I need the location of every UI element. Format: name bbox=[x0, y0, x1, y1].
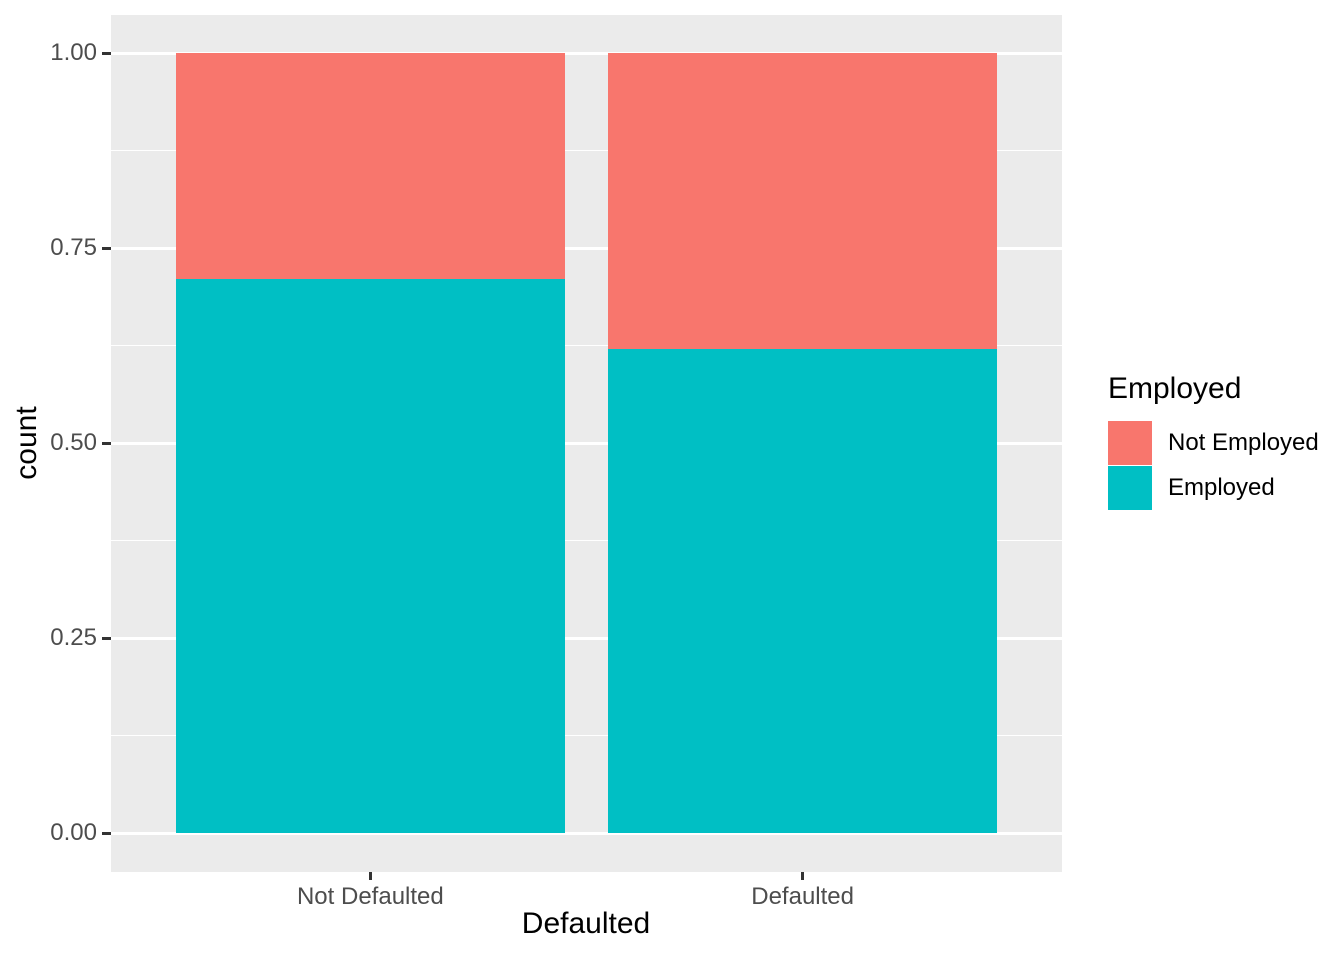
plot-panel bbox=[111, 15, 1062, 872]
bar-segment-not-defaulted-not-employed bbox=[175, 53, 565, 280]
legend-title: Employed bbox=[1108, 372, 1242, 405]
y-tick-label: 1.00 bbox=[50, 39, 97, 66]
legend-entry-label: Not Employed bbox=[1168, 429, 1319, 456]
gridline-major bbox=[111, 246, 1062, 250]
gridline-minor bbox=[111, 734, 1062, 737]
x-tick-label: Not Defaulted bbox=[296, 883, 444, 910]
gridline-minor bbox=[111, 344, 1062, 347]
y-tick-mark bbox=[102, 51, 111, 55]
x-tick-mark bbox=[368, 872, 372, 880]
legend: Employed Not Employed Employed bbox=[1108, 372, 1319, 511]
x-axis-title: Defaulted bbox=[521, 907, 651, 940]
x-tick-label: Defaulted bbox=[751, 883, 854, 910]
legend-entry-not-employed: Not Employed bbox=[1108, 421, 1319, 465]
y-tick-mark bbox=[102, 246, 111, 250]
y-tick-label: 0.75 bbox=[50, 234, 97, 261]
legend-key-swatch bbox=[1108, 421, 1152, 465]
y-tick-label: 0.25 bbox=[50, 624, 97, 651]
legend-entries: Not Employed Employed bbox=[1108, 421, 1319, 510]
y-tick-mark bbox=[102, 831, 111, 835]
legend-key-swatch bbox=[1108, 466, 1152, 510]
legend-entry-label: Employed bbox=[1168, 474, 1275, 501]
y-tick-label: 0.50 bbox=[50, 429, 97, 456]
bar-segment-defaulted-employed bbox=[608, 349, 998, 833]
gridline-major bbox=[111, 636, 1062, 640]
gridline-major bbox=[111, 831, 1062, 835]
gridline-major bbox=[111, 441, 1062, 445]
legend-entry-employed: Employed bbox=[1108, 466, 1319, 510]
bar-segment-not-defaulted-employed bbox=[175, 279, 565, 833]
gridline-minor bbox=[111, 149, 1062, 152]
y-tick-mark bbox=[102, 441, 111, 445]
x-tick-mark bbox=[801, 872, 805, 880]
gridline-major bbox=[111, 51, 1062, 55]
y-tick-label: 0.00 bbox=[50, 819, 97, 846]
y-tick-mark bbox=[102, 636, 111, 640]
gridline-minor bbox=[111, 539, 1062, 542]
bar-segment-defaulted-not-employed bbox=[608, 53, 998, 350]
